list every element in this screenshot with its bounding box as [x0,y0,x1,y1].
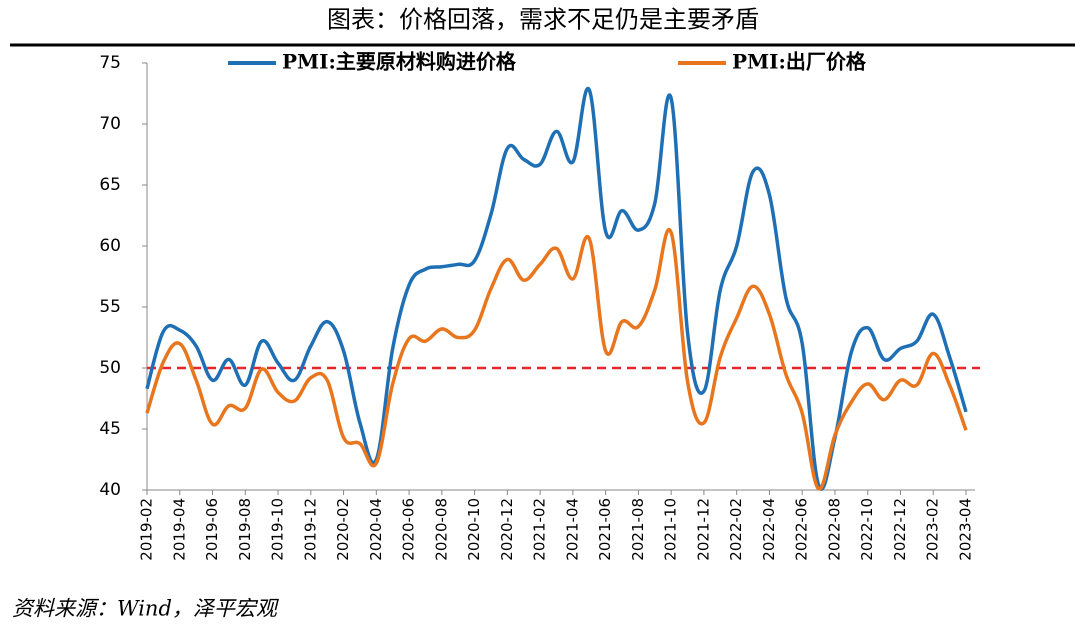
chart-title: 图表：价格回落，需求不足仍是主要矛盾 [327,6,759,34]
x-tick-label: 2021-06 [596,498,614,561]
x-tick-label: 2023-02 [924,498,942,561]
x-tick-label: 2021-08 [629,498,647,561]
x-tick-label: 2019-08 [236,498,254,561]
y-tick-label: 75 [99,53,121,73]
legend-label: PMI:主要原材料购进价格 [282,50,517,74]
y-tick-label: 65 [99,175,121,195]
y-tick-label: 60 [99,236,121,256]
x-tick-label: 2020-06 [400,498,418,561]
x-tick-label: 2022-08 [825,498,843,561]
x-tick-label: 2023-04 [957,498,975,561]
legend-label: PMI:出厂价格 [732,50,867,74]
x-tick-label: 2021-10 [662,498,680,561]
x-tick-label: 2021-02 [531,498,549,561]
y-tick-label: 50 [99,358,121,378]
y-tick-label: 55 [99,297,121,317]
x-tick-label: 2019-06 [203,498,221,561]
series-line [145,227,968,491]
x-tick-label: 2019-10 [269,498,287,561]
y-tick-label: 45 [99,419,121,439]
x-tick-label: 2022-04 [760,498,778,561]
x-tick-label: 2020-02 [334,498,352,561]
x-tick-label: 2022-02 [727,498,745,561]
series-line [145,86,968,491]
x-tick-label: 2019-02 [138,498,156,561]
x-tick-label: 2019-04 [170,498,188,561]
x-tick-label: 2020-08 [432,498,450,561]
x-tick-label: 2022-06 [793,498,811,561]
y-tick-label: 70 [99,114,121,134]
x-tick-label: 2022-10 [858,498,876,561]
x-tick-label: 2021-12 [694,498,712,561]
source: 资料来源：Wind，泽平宏观 [12,597,280,621]
y-tick-label: 40 [99,480,121,500]
x-tick-label: 2019-12 [301,498,319,561]
x-tick-label: 2022-12 [891,498,909,561]
x-tick-label: 2020-10 [465,498,483,561]
x-tick-label: 2020-04 [367,498,385,561]
x-tick-label: 2021-04 [563,498,581,561]
x-tick-label: 2020-12 [498,498,516,561]
